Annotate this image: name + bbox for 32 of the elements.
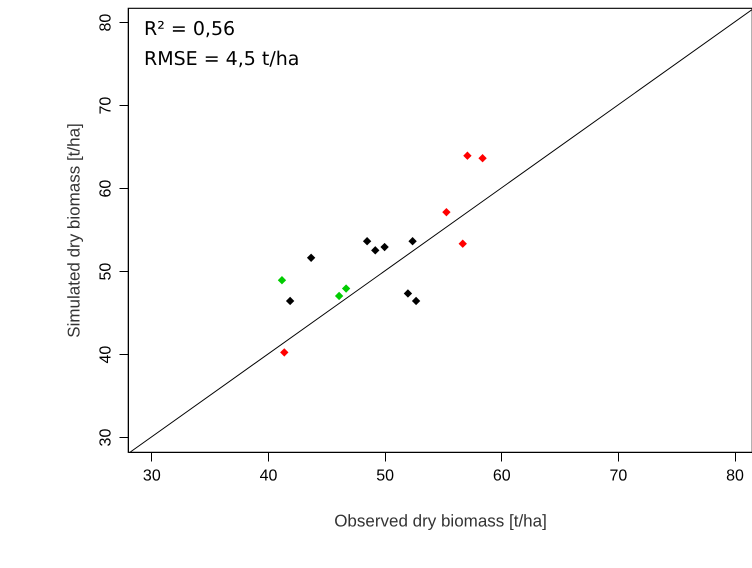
x-tick-label: 30 xyxy=(142,468,161,484)
x-tick-label: 50 xyxy=(376,468,394,484)
point xyxy=(412,296,420,306)
point xyxy=(306,254,316,262)
y-tick-label: 50 xyxy=(98,262,114,280)
x-tick-label: 80 xyxy=(726,468,744,484)
point xyxy=(380,242,389,252)
x-tick-label: 40 xyxy=(260,468,278,484)
annotation: RMSE = 4,5 t/ha xyxy=(144,48,300,70)
point xyxy=(286,296,294,306)
y-tick-label: 80 xyxy=(98,14,114,32)
point xyxy=(463,152,472,160)
point xyxy=(408,237,417,246)
y-tick-label: 70 xyxy=(98,96,114,114)
point xyxy=(362,237,372,246)
point xyxy=(278,276,286,284)
point xyxy=(478,154,487,162)
point xyxy=(458,240,467,248)
x-tick-label: 70 xyxy=(609,468,628,484)
y-tick-label: 40 xyxy=(98,346,114,364)
point xyxy=(342,284,350,293)
annotation: R² = 0,56 xyxy=(144,18,236,40)
y-tick-label: 60 xyxy=(98,180,114,198)
point xyxy=(371,246,380,255)
point xyxy=(334,292,344,300)
x-tick-label: 60 xyxy=(492,468,511,484)
point xyxy=(280,348,288,357)
point xyxy=(442,208,451,216)
y-tick-label: 30 xyxy=(98,428,114,446)
x-axis-title: Observed dry biomass [t/ha] xyxy=(334,512,547,530)
point xyxy=(404,289,412,298)
y-axis-title: Simulated dry biomass [t/ha] xyxy=(64,123,84,338)
